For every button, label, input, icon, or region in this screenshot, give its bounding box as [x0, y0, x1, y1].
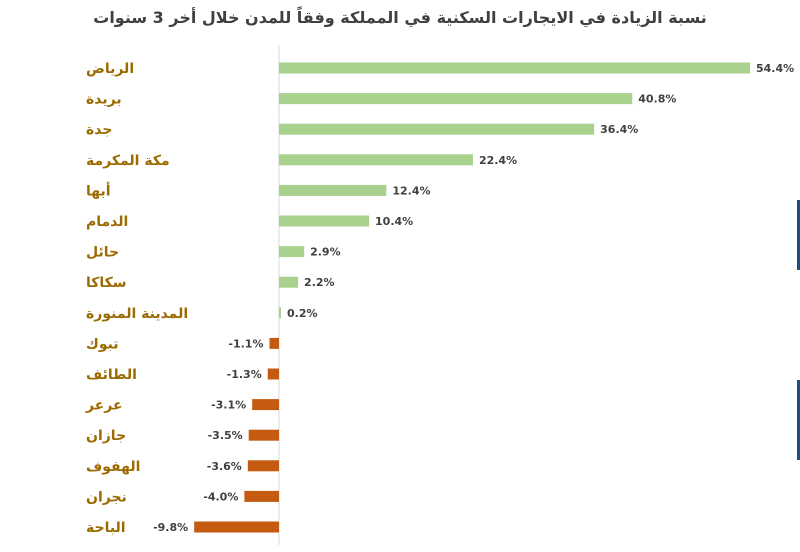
- category-label: الطائف: [86, 367, 137, 383]
- value-label: -4.0%: [203, 490, 238, 503]
- bar: [252, 399, 279, 411]
- category-label: مكة المكرمة: [86, 153, 170, 169]
- bar: [279, 246, 305, 258]
- category-label: المدينة المنورة: [86, 306, 188, 322]
- bar: [279, 93, 633, 105]
- bar: [279, 154, 473, 166]
- value-label: 2.2%: [304, 276, 335, 289]
- category-label: الهفوف: [86, 459, 140, 475]
- value-label: 12.4%: [392, 184, 430, 197]
- value-label: -1.3%: [227, 368, 262, 381]
- bar: [279, 276, 299, 288]
- category-label: سكاكا: [86, 275, 127, 291]
- bar: [244, 490, 279, 502]
- category-label: بريدة: [86, 92, 122, 108]
- bar: [279, 307, 281, 319]
- bar: [269, 337, 279, 349]
- value-label: 2.9%: [310, 246, 341, 259]
- value-label: 54.4%: [756, 62, 794, 75]
- bar: [247, 460, 279, 472]
- bar: [279, 184, 387, 196]
- category-label: جدة: [86, 122, 112, 138]
- category-label: الباحة: [86, 520, 126, 536]
- bar: [267, 368, 279, 380]
- value-label: 10.4%: [375, 215, 413, 228]
- category-label: حائل: [86, 245, 119, 261]
- value-label: -3.6%: [207, 460, 242, 473]
- value-label: 36.4%: [600, 123, 638, 136]
- value-label: -3.1%: [211, 399, 246, 412]
- bar: [279, 62, 750, 74]
- bar: [248, 429, 279, 441]
- value-label: 40.8%: [638, 93, 676, 106]
- value-label: -9.8%: [153, 521, 188, 534]
- category-label: الدمام: [86, 214, 128, 230]
- value-label: 22.4%: [479, 154, 517, 167]
- bar: [194, 521, 279, 533]
- chart-title: نسبة الزيادة في الايجارات السكنية في الم…: [93, 8, 707, 27]
- bar: [279, 215, 370, 227]
- category-label: نجران: [86, 489, 127, 505]
- category-label: أبها: [86, 181, 111, 199]
- category-label: تبوك: [86, 336, 119, 352]
- category-label: عرعر: [85, 398, 123, 414]
- value-label: -1.1%: [228, 337, 263, 350]
- value-label: 0.2%: [287, 307, 318, 320]
- window-edge-marker: [797, 200, 800, 270]
- window-edge-marker: [797, 380, 800, 460]
- value-label: -3.5%: [208, 429, 243, 442]
- category-label: جازان: [86, 428, 126, 444]
- bar: [279, 123, 595, 135]
- category-label: الرياض: [86, 61, 134, 77]
